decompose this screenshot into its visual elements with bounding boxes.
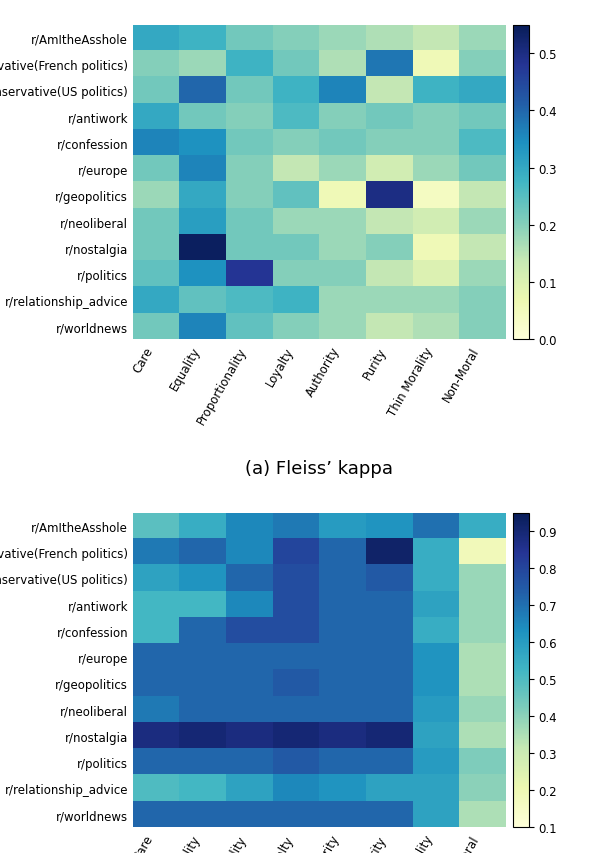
- Text: (a) Fleiss’ kappa: (a) Fleiss’ kappa: [245, 460, 393, 478]
